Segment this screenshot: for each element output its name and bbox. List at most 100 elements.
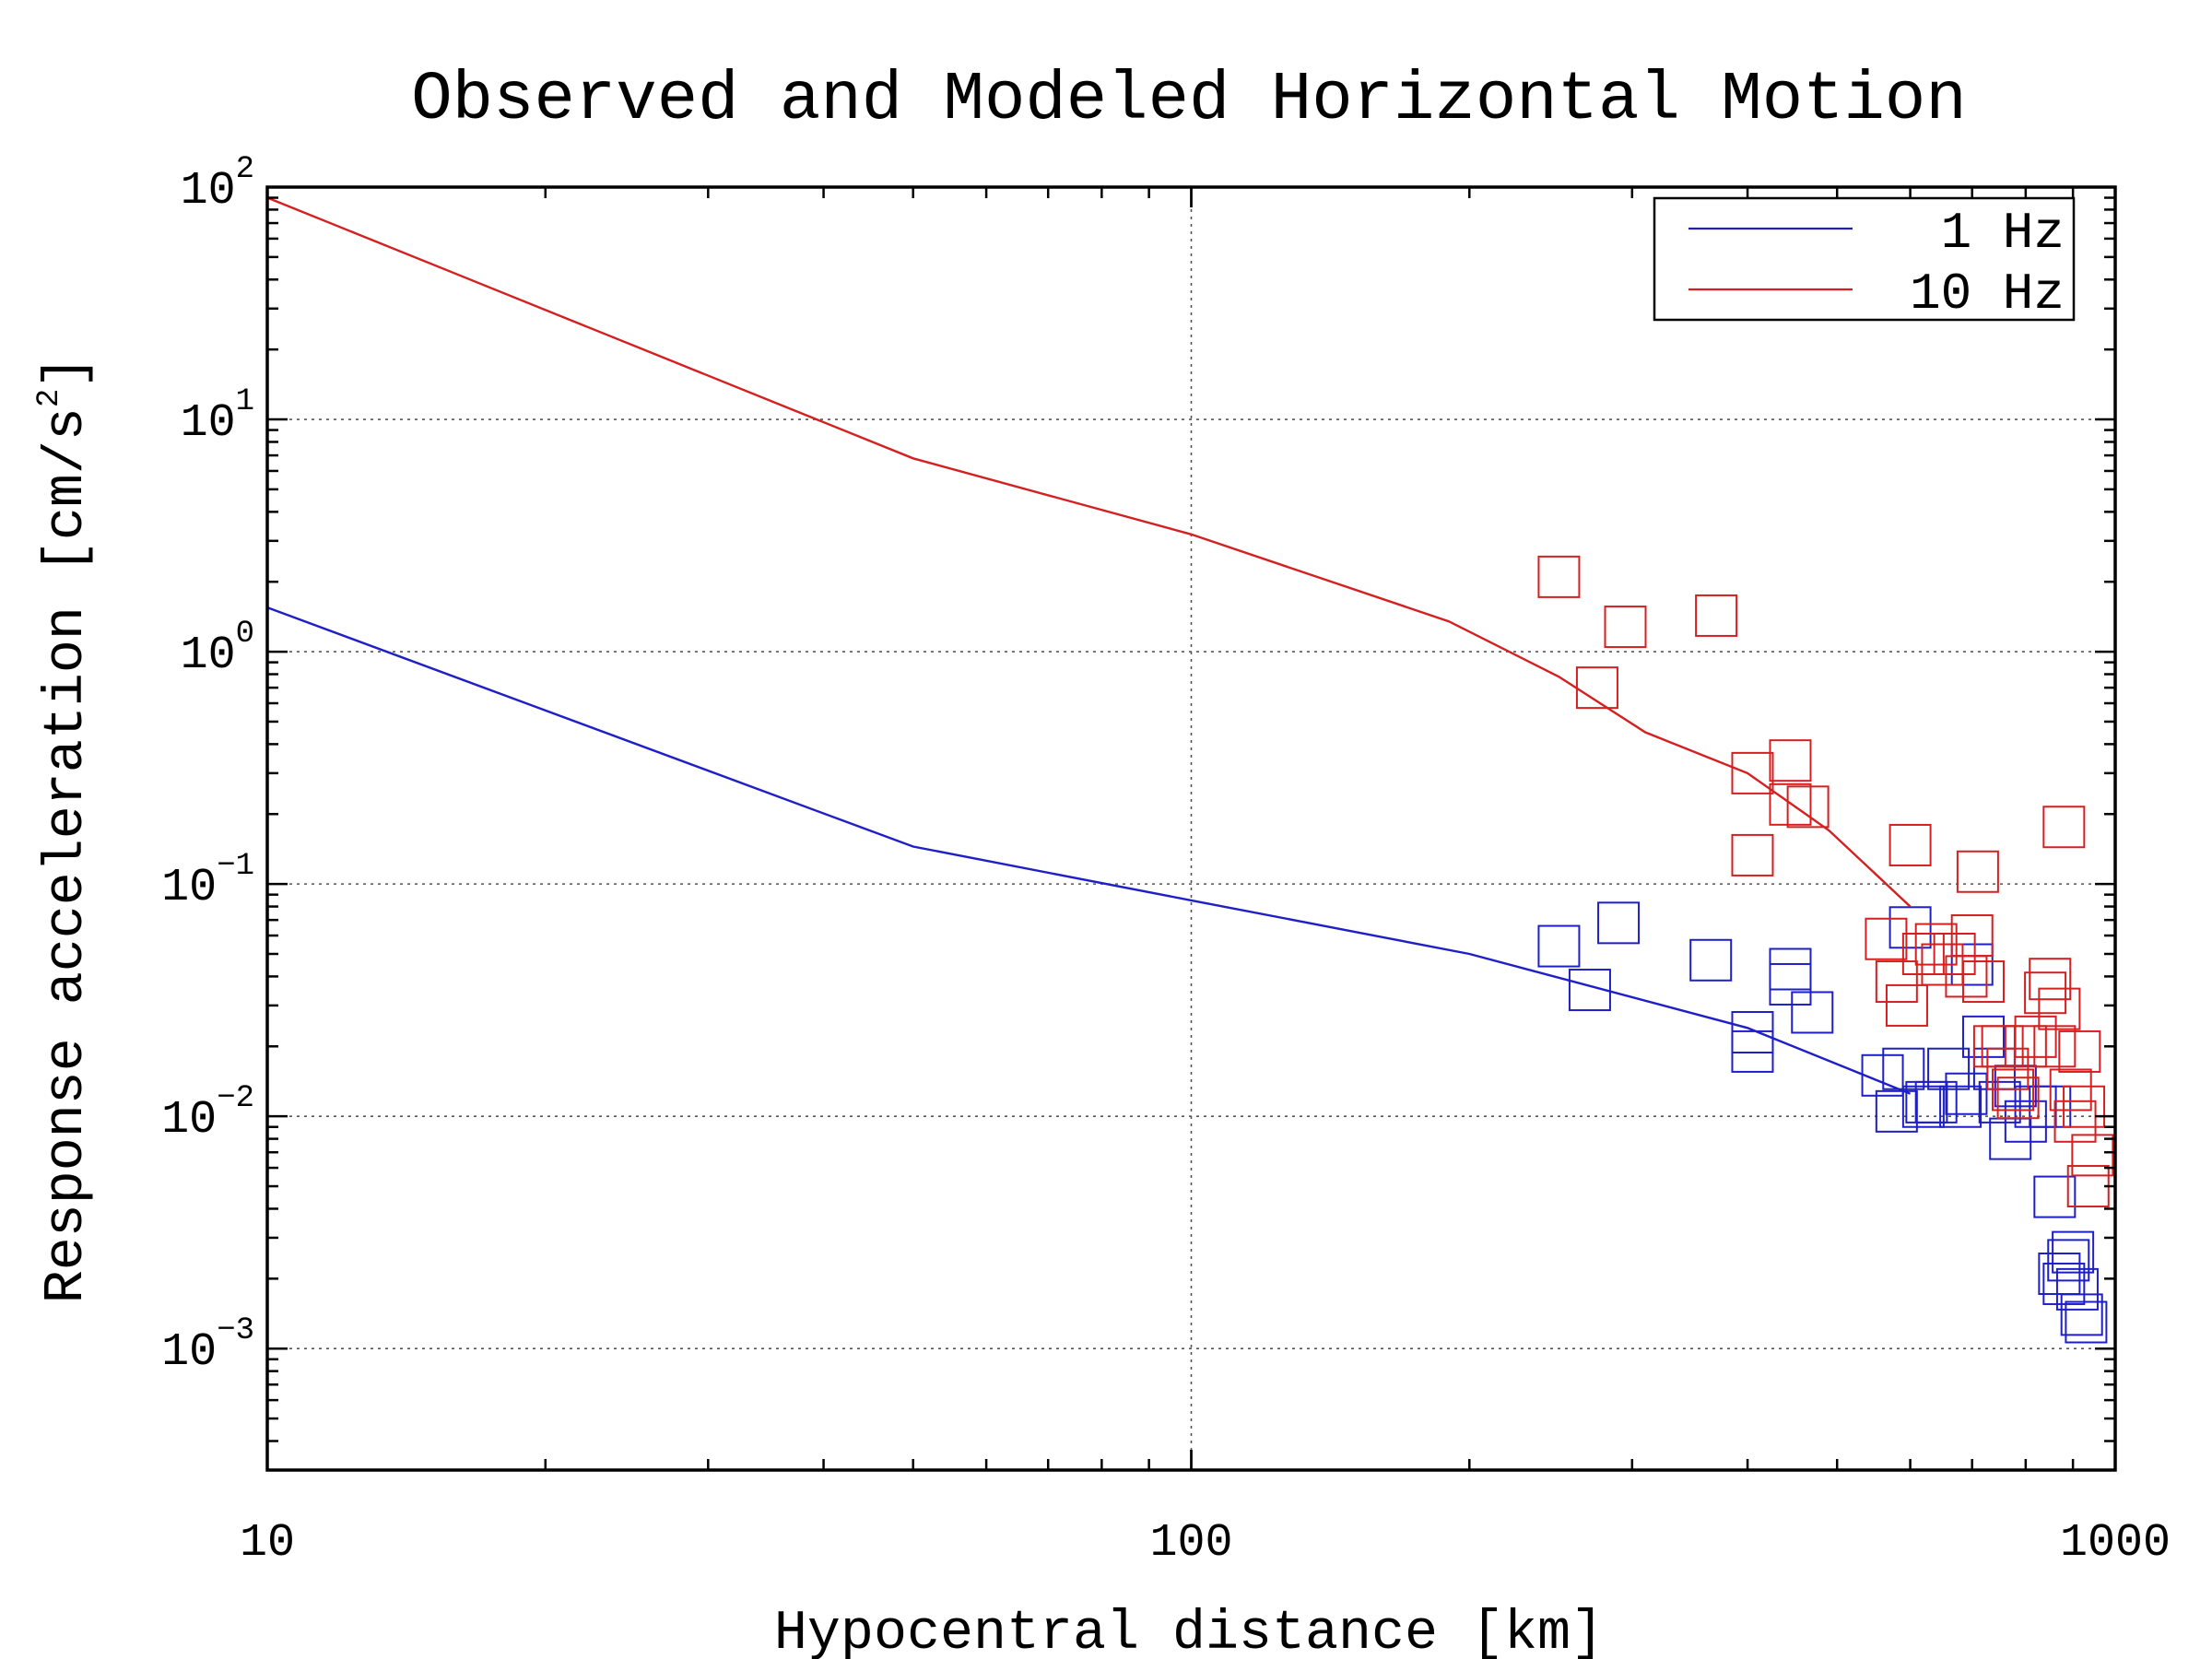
y-axis-label-main: Response acceleration [cm/s (36, 407, 99, 1303)
observed-point-10-hz (2071, 1134, 2114, 1177)
observed-point-10-hz (1786, 785, 1830, 829)
observed-point-10-hz (1537, 555, 1581, 598)
y-tick-label: 10−3 (161, 1313, 254, 1379)
observed-point-10-hz (2038, 987, 2081, 1030)
observed-point-1-hz (2033, 1175, 2077, 1218)
y-tick-base: 10 (181, 397, 236, 450)
y-tick-label: 102 (181, 152, 254, 218)
y-tick-base: 10 (161, 1326, 217, 1379)
observed-point-1-hz (2065, 1300, 2108, 1344)
observed-point-10-hz (1731, 833, 1774, 877)
y-tick-base: 10 (181, 165, 236, 218)
x-tick-labels: 10 100 1000 (240, 1517, 2171, 1570)
observed-point-1-hz (1731, 1010, 1774, 1053)
y-tick-label: 10−1 (161, 849, 254, 914)
x-tick-label: 1000 (2060, 1517, 2171, 1570)
observed-point-1-hz (1888, 906, 1932, 949)
y-tick-exponent: −3 (217, 1313, 254, 1348)
observed-point-1-hz (1939, 1085, 1983, 1128)
y-tick-exponent: 0 (236, 617, 254, 652)
y-tick-exponent: 1 (236, 384, 254, 419)
observed-point-10-hz (2033, 1025, 2077, 1068)
data-series (266, 196, 2114, 1344)
legend-label-10-hz: 10 Hz (1910, 265, 2065, 324)
y-tick-base: 10 (181, 629, 236, 682)
observed-point-10-hz (2042, 806, 2086, 849)
y-axis-label-sup: 2 (32, 389, 67, 407)
observed-point-10-hz (1885, 983, 1928, 1027)
y-tick-label: 100 (181, 617, 254, 682)
observed-point-1-hz (1769, 962, 1812, 1006)
observed-point-1-hz (1597, 901, 1641, 945)
observed-point-1-hz (1791, 991, 1834, 1034)
model-line-10-hz (266, 196, 1912, 908)
observed-point-1-hz (2047, 1239, 2090, 1282)
y-tick-base: 10 (161, 1094, 217, 1147)
observed-point-1-hz (1537, 924, 1581, 968)
observed-point-1-hz (1568, 969, 1611, 1012)
observed-point-1-hz (1961, 1015, 2005, 1058)
observed-point-10-hz (1996, 1077, 2040, 1120)
legend-label-1-hz: 1 Hz (1941, 204, 2065, 263)
observed-point-10-hz (1604, 606, 1647, 649)
observed-point-10-hz (1695, 594, 1738, 637)
observed-point-1-hz (1945, 1072, 1988, 1115)
observed-point-10-hz (2004, 1025, 2047, 1068)
observed-point-10-hz (1731, 751, 1774, 794)
observed-point-10-hz (1769, 739, 1812, 782)
y-axis-label-end: ] (36, 356, 99, 389)
observed-point-1-hz (2060, 1293, 2103, 1336)
observed-point-10-hz (2063, 1085, 2106, 1128)
observed-point-10-hz (2024, 971, 2067, 1015)
observed-point-10-hz (2014, 1015, 2057, 1058)
observed-point-10-hz (1933, 932, 1976, 975)
observed-point-10-hz (1575, 666, 1618, 710)
observed-point-1-hz (1901, 1085, 1945, 1128)
x-axis-label: Hypocentral distance [km] (774, 1603, 1604, 1659)
observed-point-1-hz (1978, 1080, 2021, 1124)
observed-point-1-hz (2055, 1267, 2099, 1311)
observed-point-1-hz (1769, 947, 1812, 991)
observed-point-1-hz (2004, 1100, 2047, 1143)
y-axis-label: Response acceleration [cm/s2] (32, 356, 99, 1304)
observed-point-1-hz (1689, 938, 1733, 982)
observed-point-10-hz (1865, 917, 1908, 960)
grid-lines (267, 187, 2115, 1470)
observed-point-10-hz (2058, 1030, 2101, 1073)
observed-point-10-hz (1901, 932, 1945, 975)
observed-point-10-hz (2049, 1068, 2092, 1112)
observed-point-10-hz (1981, 1025, 2024, 1068)
observed-point-10-hz (1961, 960, 2005, 1004)
observed-point-1-hz (1989, 1117, 2032, 1160)
observed-point-10-hz (1956, 850, 1999, 893)
observed-point-1-hz (1927, 1047, 1971, 1090)
chart-title: Observed and Modeled Horizontal Motion (411, 62, 1966, 139)
observed-point-10-hz (1992, 1068, 2035, 1112)
observed-point-1-hz (1914, 1080, 1958, 1124)
x-tick-label: 100 (1149, 1517, 1232, 1570)
y-tick-exponent: −1 (217, 849, 254, 884)
y-tick-label: 101 (181, 384, 254, 450)
observed-point-1-hz (2038, 1252, 2081, 1295)
observed-point-10-hz (1950, 914, 1994, 958)
y-tick-exponent: −2 (217, 1081, 254, 1116)
y-tick-base: 10 (161, 862, 217, 914)
observed-point-1-hz (1875, 1089, 1918, 1133)
observed-point-10-hz (2029, 958, 2072, 1001)
legend-box (1653, 196, 2076, 322)
observed-point-10-hz (1875, 960, 1918, 1004)
model-line-1-hz (266, 606, 1912, 1095)
y-tick-exponent: 2 (236, 152, 254, 187)
observed-point-1-hz (2042, 1262, 2086, 1305)
observed-point-10-hz (1888, 823, 1932, 866)
x-tick-label: 10 (240, 1517, 295, 1570)
observed-point-10-hz (1769, 782, 1812, 826)
observed-point-1-hz (2052, 1230, 2095, 1274)
y-tick-label: 10−2 (161, 1081, 254, 1147)
legend: 1 Hz 10 Hz (1653, 196, 2076, 324)
observed-point-10-hz (2053, 1100, 2097, 1143)
axis-ticks (265, 185, 2117, 1472)
observed-point-1-hz (1731, 1030, 1774, 1073)
